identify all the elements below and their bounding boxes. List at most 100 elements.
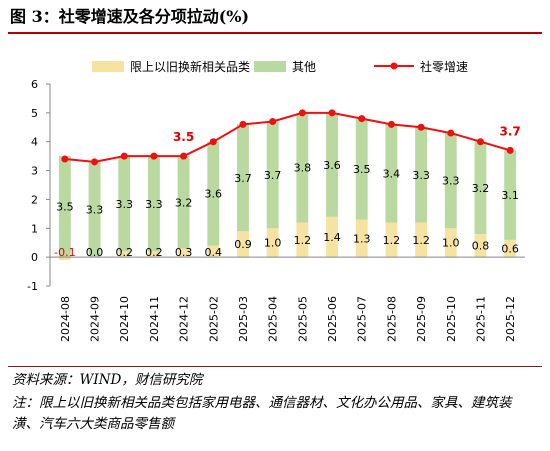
label-retail: 3.5 <box>173 130 194 144</box>
x-tick-label: 2025-09 <box>415 296 428 342</box>
legend-label-retail: 社零增速 <box>420 59 468 74</box>
bars <box>58 112 517 261</box>
retail-point <box>476 138 484 146</box>
retail-point <box>91 158 99 166</box>
label-trade-in: 0.4 <box>205 246 223 259</box>
y-tick-label: 3 <box>31 165 38 178</box>
label-trade-in: 0.0 <box>86 246 104 259</box>
bar-other <box>88 161 101 258</box>
retail-line-path <box>64 111 511 163</box>
bar-other <box>147 156 160 252</box>
retail-point <box>298 109 306 117</box>
bar-trade-in <box>504 239 517 258</box>
label-other: 3.3 <box>115 198 133 211</box>
data-labels: 3.5 -0.1 3.3 0.0 3.3 0.2 3.3 0.2 3.2 0.3 3.6 0.4 3.7… <box>54 124 521 259</box>
x-axis: 2024-08 2024-09 2024-10 2024-11 2024-12 2025-… <box>50 256 525 342</box>
label-trade-in: 1.2 <box>294 234 312 247</box>
x-tick-label: 2025-07 <box>356 296 369 342</box>
bar-other <box>355 118 368 220</box>
x-tick-label: 2025-05 <box>296 296 309 342</box>
bar-trade-in <box>118 251 131 258</box>
bar-other <box>118 156 131 252</box>
bar-trade-in <box>58 257 71 261</box>
legend-label-other: 其他 <box>292 60 316 74</box>
y-tick-label: 0 <box>31 251 38 264</box>
bar-trade-in <box>474 234 487 258</box>
chart: 限上以旧换新相关品类 其他 社零增速 -1 0 1 2 3 4 5 6 3.5 -0.1 3.3 0… <box>27 59 525 342</box>
retail-point <box>209 138 217 146</box>
retail-point <box>506 146 514 154</box>
figure-title: 图 3：社零增速及各分项拉动(%) <box>10 7 250 26</box>
label-trade-in: 1.3 <box>353 232 371 245</box>
bar-other <box>58 156 71 258</box>
label-other: 3.7 <box>264 169 282 182</box>
retail-point <box>150 152 158 160</box>
retail-point <box>61 155 69 163</box>
source-text: 资料来源：WIND，财信研究院 <box>12 372 203 388</box>
bar-trade-in <box>444 228 457 258</box>
bar-other <box>177 156 190 249</box>
bar-other <box>415 127 428 223</box>
x-tick-label: 2024-11 <box>148 296 161 342</box>
label-trade-in: 1.2 <box>383 234 401 247</box>
bar-trade-in <box>207 245 220 258</box>
retail-point <box>180 152 188 160</box>
bar-other <box>504 150 517 240</box>
x-tick-label: 2024-09 <box>89 296 102 342</box>
bar-other <box>266 121 279 229</box>
bar-other <box>237 124 249 232</box>
bar-trade-in <box>355 219 368 258</box>
label-other: 3.5 <box>56 201 74 214</box>
legend-swatch-trade-in <box>92 61 124 72</box>
y-tick-label: -1 <box>27 280 38 293</box>
legend-swatch-retail-marker <box>390 62 398 70</box>
label-trade-in: 0.2 <box>145 246 163 259</box>
retail-line <box>61 109 514 166</box>
x-tick-label: 2024-10 <box>118 296 131 342</box>
retail-point <box>447 129 455 137</box>
bar-other <box>296 112 309 223</box>
retail-point <box>358 115 366 123</box>
label-other: 3.3 <box>442 175 460 188</box>
legend-label-trade-in: 限上以旧换新相关品类 <box>130 59 250 74</box>
label-retail: 3.7 <box>500 124 521 138</box>
legend-swatch-other <box>254 61 286 72</box>
bar-trade-in <box>147 251 160 258</box>
title-rule <box>8 32 542 34</box>
label-trade-in: 0.2 <box>115 246 133 259</box>
label-other: 3.6 <box>323 159 341 172</box>
bar-other <box>385 124 398 223</box>
retail-point <box>328 109 336 117</box>
x-tick-label: 2025-04 <box>267 296 280 342</box>
bar-other <box>326 112 338 217</box>
footer-rule <box>8 366 542 367</box>
x-tick-label: 2025-03 <box>237 296 250 342</box>
label-trade-in: 0.6 <box>501 242 519 255</box>
label-trade-in: 1.0 <box>442 237 460 250</box>
note-text: 注：限上以旧换新相关品类包括家用电器、通信器材、文化办公用品、家具、建筑装潢、汽… <box>12 395 512 432</box>
y-tick-label: 2 <box>31 193 38 206</box>
legend: 限上以旧换新相关品类 其他 社零增速 <box>92 59 468 74</box>
label-other: 3.3 <box>412 169 430 182</box>
x-tick-label: 2025-02 <box>207 296 220 342</box>
x-tick-label: 2024-12 <box>178 296 191 342</box>
retail-point <box>120 152 128 160</box>
bar-trade-in <box>296 222 309 258</box>
bar-other <box>207 141 220 246</box>
label-trade-in: 1.2 <box>412 234 430 247</box>
label-other: 3.1 <box>501 189 519 202</box>
bar-trade-in <box>415 222 428 258</box>
label-trade-in: 1.0 <box>264 237 282 250</box>
retail-point <box>269 118 277 126</box>
label-trade-in: -0.1 <box>54 246 75 259</box>
x-tick-label: 2025-10 <box>445 296 458 342</box>
bar-trade-in <box>385 222 398 258</box>
x-tick-label: 2025-12 <box>504 296 517 342</box>
label-other: 3.6 <box>205 188 223 201</box>
y-tick-label: 6 <box>31 78 38 91</box>
label-other: 3.7 <box>234 172 252 185</box>
bar-other <box>474 141 487 235</box>
retail-point <box>417 123 425 131</box>
y-tick-label: 5 <box>31 107 38 120</box>
